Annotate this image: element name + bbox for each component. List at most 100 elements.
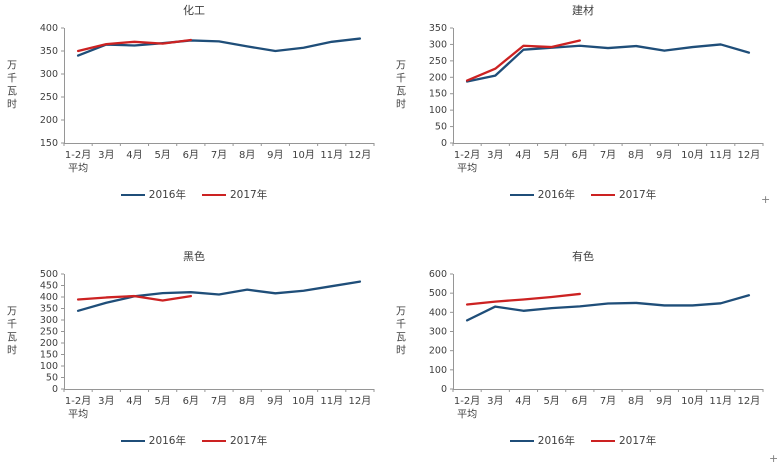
x-tick-label: 9月 bbox=[656, 395, 672, 407]
y-tick-label: 400 bbox=[40, 292, 58, 303]
y-tick-label: 250 bbox=[429, 56, 447, 67]
x-tick-label: 1-2月 bbox=[454, 149, 480, 161]
x-tick-label: 6月 bbox=[572, 395, 588, 407]
x-tick-label: 11月 bbox=[320, 149, 343, 161]
legend-label: 2016年 bbox=[148, 435, 186, 447]
y-axis-title: 万千瓦时 bbox=[396, 307, 406, 357]
x-tick-label: 9月 bbox=[267, 395, 283, 407]
legend-line-icon bbox=[591, 439, 615, 442]
y-tick-label: 400 bbox=[40, 23, 58, 34]
x-tick-label: 8月 bbox=[239, 149, 255, 161]
legend-item-2017[interactable]: 2017年 bbox=[202, 187, 267, 202]
x-tick-label: 8月 bbox=[628, 149, 644, 161]
y-tick-label: 450 bbox=[40, 281, 58, 292]
plus-artifact-icon: + bbox=[761, 193, 771, 206]
x-tick-label: 7月 bbox=[600, 395, 616, 407]
x-tick-label: 12月 bbox=[738, 395, 761, 407]
y-tick-label: 200 bbox=[40, 338, 58, 349]
plus-artifact-icon: + bbox=[769, 452, 777, 462]
x-tick-label: 5月 bbox=[543, 395, 559, 407]
chart-heise[interactable]: 黑色 0 50 100 150 200 250 300 350 400 450 500 1-2月 平均 3… bbox=[0, 230, 388, 462]
x-tick-label: 10月 bbox=[681, 149, 704, 161]
legend-line-icon bbox=[509, 193, 534, 196]
chart-legend: 2016年 2017年 bbox=[0, 433, 388, 448]
series-line-2017年 bbox=[465, 39, 581, 82]
y-tick-label: 200 bbox=[40, 115, 58, 126]
y-tick-label: 300 bbox=[429, 39, 447, 50]
x-tick-label: 3月 bbox=[487, 395, 503, 407]
chart-title: 建材 bbox=[572, 4, 594, 17]
y-tick-label: 0 bbox=[441, 384, 447, 395]
y-tick-label: 600 bbox=[429, 269, 447, 280]
legend-line-icon bbox=[202, 193, 226, 196]
chart-youse[interactable]: 有色 0 100 200 300 400 500 600 1-2月 平均 3月 4月 5月 6月 7月 8月… bbox=[389, 230, 777, 462]
legend-item-2016[interactable]: 2016年 bbox=[120, 433, 186, 448]
legend-label: 2016年 bbox=[537, 435, 575, 447]
x-tick-label: 4月 bbox=[515, 149, 531, 161]
series-line-2017年 bbox=[76, 294, 192, 302]
y-axis-title: 万千瓦时 bbox=[7, 307, 17, 357]
legend-label: 2017年 bbox=[230, 435, 268, 447]
x-tick-label: 8月 bbox=[239, 395, 255, 407]
series-line-2016年 bbox=[76, 37, 362, 57]
legend-line-icon bbox=[509, 439, 534, 442]
legend-label: 2017年 bbox=[619, 435, 657, 447]
y-tick-label: 100 bbox=[429, 365, 447, 376]
x-tick-label: 5月 bbox=[543, 149, 559, 161]
y-tick-label: 100 bbox=[40, 361, 58, 372]
x-tick-label: 1-2月 bbox=[65, 395, 91, 407]
y-tick-label: 50 bbox=[435, 122, 447, 133]
chart-legend: 2016年 2017年 bbox=[389, 433, 777, 448]
x-tick-label: 平均 bbox=[68, 409, 88, 421]
x-tick-label: 3月 bbox=[98, 395, 114, 407]
legend-label: 2016年 bbox=[148, 189, 186, 201]
series-line-2016年 bbox=[76, 280, 362, 312]
y-tick-label: 400 bbox=[429, 307, 447, 318]
chart-legend: 2016年 2017年 bbox=[389, 187, 777, 202]
x-tick-label: 11月 bbox=[320, 395, 343, 407]
chart-legend: 2016年 2017年 bbox=[0, 187, 388, 202]
x-tick-label: 3月 bbox=[98, 149, 114, 161]
x-tick-label: 1-2月 bbox=[65, 149, 91, 161]
legend-line-icon bbox=[120, 193, 145, 196]
y-tick-label: 100 bbox=[429, 105, 447, 116]
y-tick-label: 350 bbox=[429, 23, 447, 34]
legend-item-2017[interactable]: 2017年 bbox=[591, 433, 656, 448]
y-tick-label: 200 bbox=[429, 72, 447, 83]
y-tick-label: 300 bbox=[429, 327, 447, 338]
x-tick-label: 6月 bbox=[183, 149, 199, 161]
y-tick-label: 350 bbox=[40, 304, 58, 315]
chart-jiancai[interactable]: 建材 0 50 100 150 200 250 300 350 1-2月 平均 3月 4月 5月 6月 7月… bbox=[389, 0, 777, 230]
y-tick-label: 250 bbox=[40, 92, 58, 103]
y-axis-title: 万千瓦时 bbox=[396, 61, 406, 111]
legend-item-2016[interactable]: 2016年 bbox=[509, 433, 575, 448]
legend-item-2017[interactable]: 2017年 bbox=[202, 433, 267, 448]
y-tick-label: 300 bbox=[40, 69, 58, 80]
y-tick-label: 250 bbox=[40, 327, 58, 338]
x-tick-label: 10月 bbox=[681, 395, 704, 407]
chart-title: 黑色 bbox=[183, 250, 205, 263]
x-tick-label: 12月 bbox=[738, 149, 761, 161]
y-tick-label: 350 bbox=[40, 46, 58, 57]
legend-line-icon bbox=[591, 193, 615, 196]
x-tick-label: 4月 bbox=[515, 395, 531, 407]
x-tick-label: 10月 bbox=[292, 149, 315, 161]
legend-item-2016[interactable]: 2016年 bbox=[120, 187, 186, 202]
x-tick-label: 12月 bbox=[349, 395, 372, 407]
series-line-2016年 bbox=[465, 43, 751, 83]
legend-item-2017[interactable]: 2017年 bbox=[591, 187, 656, 202]
legend-item-2016[interactable]: 2016年 bbox=[509, 187, 575, 202]
series-line-2017年 bbox=[465, 292, 581, 306]
x-tick-label: 1-2月 bbox=[454, 395, 480, 407]
x-tick-label: 9月 bbox=[267, 149, 283, 161]
x-tick-label: 8月 bbox=[628, 395, 644, 407]
chart-huagong[interactable]: 化工 150 200 250 300 350 400 1-2月 平均 3月 4月 5月 6月 7月 8月 9… bbox=[0, 0, 388, 230]
y-tick-label: 500 bbox=[429, 288, 447, 299]
x-tick-label: 平均 bbox=[68, 163, 88, 175]
x-tick-label: 12月 bbox=[349, 149, 372, 161]
x-tick-label: 7月 bbox=[211, 395, 227, 407]
